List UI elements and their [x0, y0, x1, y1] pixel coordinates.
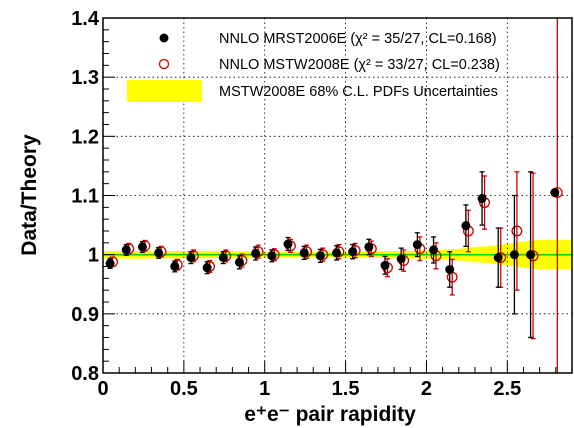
y-tick-label: 1.2 — [71, 126, 99, 148]
mrst-point — [477, 193, 487, 203]
legend-marker-mstw — [158, 58, 170, 70]
x-tick-label: 1.5 — [332, 378, 360, 400]
legend-marker-band — [127, 80, 202, 102]
mrst-point — [186, 253, 196, 263]
legend-marker-mrst — [159, 33, 169, 43]
mrst-point — [412, 240, 422, 250]
mrst-point — [170, 262, 180, 271]
y-tick-labels: 0.8 0.9 1 1.1 1.2 1.3 1.4 — [71, 8, 100, 385]
x-tick-labels: 0 0.5 1 1.5 2 2.5 — [97, 378, 521, 400]
mrst-point — [283, 239, 293, 249]
mrst-point — [299, 248, 309, 258]
x-tick-label: 0 — [97, 378, 108, 400]
y-tick-label: 0.9 — [71, 304, 99, 326]
mrst-point — [234, 257, 244, 267]
mrst-point — [251, 248, 261, 258]
mstw-point — [511, 225, 523, 237]
mrst-point — [218, 253, 228, 263]
mrst-point — [121, 245, 131, 255]
y-axis-title: Data/Theory — [18, 134, 41, 256]
y-tick-label: 0.8 — [71, 363, 99, 385]
mrst-point — [445, 264, 455, 274]
mrst-point — [332, 248, 341, 258]
mrst-point — [348, 247, 358, 257]
y-tick-label: 1.3 — [71, 67, 99, 89]
y-tick-label: 1.1 — [71, 186, 99, 208]
mrst-point — [461, 221, 471, 231]
y-tick-label: 1.4 — [71, 8, 100, 30]
mrst-point — [364, 242, 374, 252]
mrst-point — [493, 253, 503, 263]
mrst-point — [267, 251, 277, 261]
mrst-point — [315, 251, 325, 261]
x-tick-label: 2 — [421, 378, 432, 400]
legend-label-mstw: NNLO MSTW2008E (χ² = 33/27, CL=0.238) — [219, 57, 500, 73]
x-tick-label: 0.5 — [170, 378, 198, 400]
mrst-point — [154, 248, 164, 258]
axis-ticks — [102, 17, 573, 374]
x-tick-label: 2.5 — [493, 378, 521, 400]
mrst-point — [509, 250, 519, 260]
legend: NNLO MRST2006E (χ² = 35/27, CL=0.168) NN… — [127, 31, 500, 102]
x-axis-title: e⁺e⁻ pair rapidity — [244, 403, 416, 426]
legend-label-band: MSTW2008E 68% C.L. PDFs Uncertainties — [219, 84, 498, 100]
mrst-point — [429, 245, 439, 255]
mrst-point — [380, 260, 390, 270]
mrst-point — [137, 242, 147, 252]
mrst-point — [105, 259, 115, 269]
mrst-point — [396, 254, 406, 264]
mrst-point — [526, 250, 536, 260]
y-tick-label: 1 — [88, 245, 99, 267]
mrst-series — [105, 171, 560, 339]
mrst-point — [550, 188, 560, 198]
x-tick-label: 1 — [259, 378, 270, 400]
mrst-point — [202, 263, 212, 273]
legend-label-mrst: NNLO MRST2006E (χ² = 35/27, CL=0.168) — [219, 31, 497, 47]
